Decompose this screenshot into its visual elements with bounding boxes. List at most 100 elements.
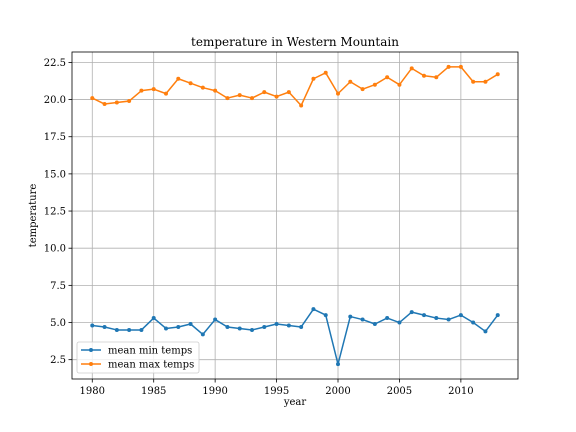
data-point (139, 88, 144, 93)
data-point (151, 316, 156, 321)
x-tick-label: 2010 (448, 386, 473, 397)
x-tick-label: 2000 (325, 386, 350, 397)
chart-title: temperature in Western Mountain (191, 35, 399, 49)
data-point (434, 75, 439, 80)
data-point (336, 362, 341, 367)
x-tick-label: 1990 (202, 386, 227, 397)
y-tick-label: 7.5 (50, 281, 66, 292)
data-point (495, 313, 500, 318)
y-axis-label: temperature (28, 184, 39, 248)
data-point (495, 72, 500, 77)
y-tick-label: 20.0 (44, 95, 66, 106)
data-point (176, 324, 181, 329)
data-point (249, 327, 254, 332)
data-point (213, 88, 218, 93)
y-tick-label: 5.0 (50, 318, 66, 329)
data-point (274, 322, 279, 327)
data-point (323, 70, 328, 75)
data-point (397, 320, 402, 325)
series-layer (90, 64, 500, 367)
series-line-1 (91, 66, 499, 107)
data-point (458, 64, 463, 69)
data-point (213, 317, 218, 322)
data-point (372, 322, 377, 327)
axes-frame (71, 51, 519, 380)
data-point (483, 329, 488, 334)
x-axis: 1980 1985 1990 1995 2000 2005 2010 (80, 379, 474, 397)
data-point (163, 91, 168, 96)
legend: mean min temps mean max temps (76, 341, 200, 374)
data-point (102, 324, 107, 329)
data-point (299, 324, 304, 329)
x-axis-label: year (283, 397, 307, 408)
data-point (237, 326, 242, 331)
data-point (249, 96, 254, 101)
data-point (237, 93, 242, 98)
data-point (200, 85, 205, 90)
data-point (471, 320, 476, 325)
data-point (200, 332, 205, 337)
data-point (458, 313, 463, 318)
series-line-0 (92, 308, 499, 365)
data-point (90, 96, 95, 101)
data-point (311, 76, 316, 81)
y-tick-label: 17.5 (44, 132, 66, 143)
data-point (163, 326, 168, 331)
data-point (225, 324, 230, 329)
data-point (446, 64, 451, 69)
data-point (102, 102, 107, 107)
y-tick-label: 22.5 (44, 58, 66, 69)
legend-label-min: mean min temps (108, 346, 192, 357)
data-point (139, 327, 144, 332)
data-point (434, 316, 439, 321)
y-tick-label: 15.0 (44, 169, 66, 180)
y-axis: 2.5 5.0 7.5 10.0 12.5 15.0 17.5 20.0 22.5 (44, 58, 72, 366)
legend-marker-min (89, 348, 93, 352)
data-point (397, 82, 402, 87)
y-tick-label: 12.5 (44, 207, 66, 218)
data-point (274, 94, 279, 99)
data-point (348, 314, 353, 319)
data-point (114, 100, 119, 105)
data-point (188, 322, 193, 327)
data-point (225, 96, 230, 101)
data-point (286, 323, 291, 328)
data-point (336, 91, 341, 96)
data-point (385, 316, 390, 321)
data-point (422, 73, 427, 78)
data-point (409, 66, 414, 71)
data-point (90, 323, 95, 328)
data-point (446, 317, 451, 322)
x-tick-label: 1995 (264, 386, 289, 397)
data-point (311, 307, 316, 312)
legend-marker-max (89, 362, 93, 366)
data-point (409, 310, 414, 315)
data-point (188, 81, 193, 86)
data-point (323, 313, 328, 318)
data-point (286, 90, 291, 95)
data-point (262, 90, 267, 95)
data-point (127, 327, 132, 332)
data-point (483, 79, 488, 84)
y-tick-label: 2.5 (50, 355, 66, 366)
data-point (372, 82, 377, 87)
legend-label-max: mean max temps (108, 360, 194, 371)
data-point (151, 87, 156, 92)
legend-box (76, 341, 200, 374)
x-tick-label: 1985 (141, 386, 166, 397)
data-point (262, 324, 267, 329)
data-point (299, 103, 304, 108)
data-point (114, 327, 119, 332)
data-point (360, 87, 365, 92)
data-point (360, 317, 365, 322)
data-point (385, 75, 390, 80)
x-tick-label: 2005 (387, 386, 412, 397)
data-point (422, 313, 427, 318)
y-tick-label: 10.0 (44, 244, 66, 255)
data-point (127, 99, 132, 104)
data-point (176, 76, 181, 81)
data-point (471, 79, 476, 84)
data-point (348, 79, 353, 84)
x-tick-label: 1980 (80, 386, 105, 397)
